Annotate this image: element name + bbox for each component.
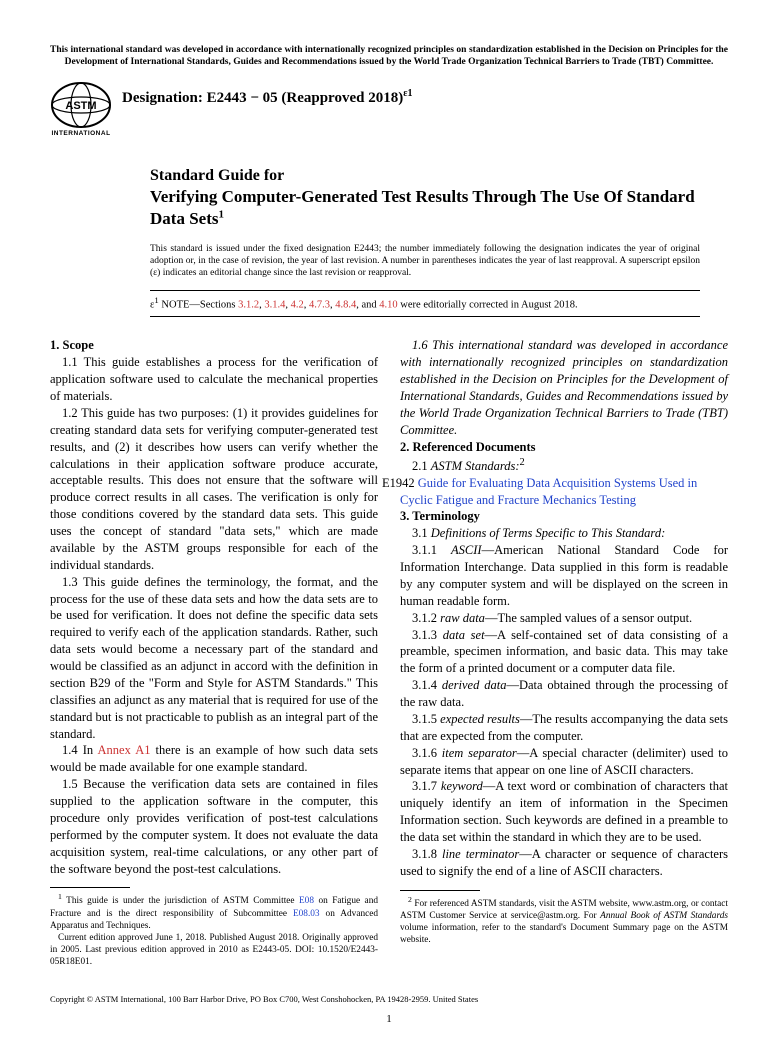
title-main-text: Verifying Computer-Generated Test Result… — [150, 187, 695, 227]
footnote-1b: Current edition approved June 1, 2018. P… — [50, 932, 378, 968]
s2-1b: ASTM Standards: — [431, 459, 520, 473]
eps-links: 3.1.2, 3.1.4, 4.2, 4.7.3, 4.8.4 — [238, 299, 356, 310]
header-row: ASTM INTERNATIONAL Designation: E2443 − … — [50, 81, 728, 137]
footnote-rule-1 — [50, 887, 130, 888]
para-1-2: 1.2 This guide has two purposes: (1) it … — [50, 405, 378, 574]
para-3-1: 3.1 Definitions of Terms Specific to Thi… — [400, 525, 728, 542]
fn1-link1[interactable]: E08 — [299, 897, 314, 907]
eps-tail: were editorially corrected in August 201… — [398, 299, 578, 310]
title-pre: Standard Guide for — [150, 165, 728, 187]
t314a: 3.1.4 — [412, 678, 442, 692]
page-number: 1 — [50, 1012, 728, 1027]
t312term: raw data — [440, 611, 485, 625]
eps-and: , and — [356, 299, 379, 310]
title-main: Verifying Computer-Generated Test Result… — [150, 186, 728, 229]
s2-1a: 2.1 — [412, 459, 431, 473]
section-1-head: 1. Scope — [50, 337, 378, 354]
designation-text: Designation: E2443 − 05 (Reapproved 2018… — [122, 90, 403, 106]
para-1-5: 1.5 Because the verification data sets a… — [50, 776, 378, 877]
eps-link[interactable]: 3.1.4 — [264, 299, 285, 310]
eps-link[interactable]: 4.2 — [291, 299, 304, 310]
term-3-1-2: 3.1.2 raw data—The sampled values of a s… — [400, 610, 728, 627]
t312b: —The sampled values of a sensor output. — [485, 611, 692, 625]
t313term: data set — [443, 628, 485, 642]
fn1-link2[interactable]: E08.03 — [293, 909, 320, 919]
eps-lead: NOTE—Sections — [159, 299, 238, 310]
ref-code: E1942 — [382, 476, 418, 490]
term-3-1-4: 3.1.4 derived data—Data obtained through… — [400, 677, 728, 711]
eps-link[interactable]: 3.1.2 — [238, 299, 259, 310]
footnote-2: 2 For referenced ASTM standards, visit t… — [400, 895, 728, 946]
issuance-note: This standard is issued under the fixed … — [150, 243, 700, 280]
para-2-1: 2.1 ASTM Standards:2 — [400, 456, 728, 475]
ref-title-link[interactable]: Guide for Evaluating Data Acquisition Sy… — [400, 476, 697, 507]
t318a: 3.1.8 — [412, 847, 442, 861]
section-3-head: 3. Terminology — [400, 508, 728, 525]
astm-logo-icon: ASTM INTERNATIONAL — [50, 81, 112, 137]
t311a: 3.1.1 — [412, 543, 451, 557]
t316term: item separator — [442, 746, 517, 760]
para-1-3: 1.3 This guide defines the terminology, … — [50, 574, 378, 743]
section-2-head: 2. Referenced Documents — [400, 439, 728, 456]
term-3-1-8: 3.1.8 line terminator—A character or seq… — [400, 846, 728, 880]
term-3-1-5: 3.1.5 expected results—The results accom… — [400, 711, 728, 745]
fn2b: Annual Book of ASTM Standards — [600, 911, 728, 921]
fn2c: volume information, refer to the standar… — [400, 923, 728, 945]
s2-1sup: 2 — [520, 457, 525, 468]
title-sup: 1 — [218, 208, 224, 220]
t317a: 3.1.7 — [412, 779, 441, 793]
para-1-4: 1.4 In Annex A1 there is an example of h… — [50, 742, 378, 776]
svg-text:INTERNATIONAL: INTERNATIONAL — [51, 130, 110, 137]
t316a: 3.1.6 — [412, 746, 442, 760]
svg-text:ASTM: ASTM — [65, 100, 96, 112]
term-3-1-3: 3.1.3 data set—A self-contained set of d… — [400, 627, 728, 678]
title-block: Standard Guide for Verifying Computer-Ge… — [150, 165, 728, 229]
t312a: 3.1.2 — [412, 611, 440, 625]
s3-1b: Definitions of Terms Specific to This St… — [431, 526, 666, 540]
t311term: ASCII — [451, 543, 482, 557]
t318term: line terminator — [442, 847, 519, 861]
ref-e1942: E1942 Guide for Evaluating Data Acquisit… — [400, 475, 728, 509]
t314term: derived data — [442, 678, 507, 692]
footnote-rule-2 — [400, 890, 480, 891]
para-1-1: 1.1 This guide establishes a process for… — [50, 354, 378, 405]
annex-link[interactable]: Annex A1 — [98, 743, 151, 757]
top-notice: This international standard was develope… — [50, 44, 728, 69]
t313a: 3.1.3 — [412, 628, 443, 642]
s3-1a: 3.1 — [412, 526, 431, 540]
para-1-6: 1.6 This international standard was deve… — [400, 337, 728, 438]
eps-link[interactable]: 4.7.3 — [309, 299, 330, 310]
para-1-4a: 1.4 In — [62, 743, 98, 757]
copyright-line: Copyright © ASTM International, 100 Barr… — [50, 994, 728, 1005]
epsilon-note: ε1 NOTE—Sections 3.1.2, 3.1.4, 4.2, 4.7.… — [150, 290, 700, 318]
term-3-1-7: 3.1.7 keyword—A text word or combination… — [400, 778, 728, 846]
term-3-1-1: 3.1.1 ASCII—American National Standard C… — [400, 542, 728, 610]
t315term: expected results — [440, 712, 520, 726]
designation: Designation: E2443 − 05 (Reapproved 2018… — [122, 81, 412, 108]
fn1a: This guide is under the jurisdiction of … — [62, 897, 299, 907]
eps-link[interactable]: 4.8.4 — [335, 299, 356, 310]
t317term: keyword — [441, 779, 483, 793]
body-columns: 1. Scope 1.1 This guide establishes a pr… — [50, 337, 728, 968]
designation-sup: ε1 — [403, 88, 412, 99]
eps-last-link[interactable]: 4.10 — [379, 299, 397, 310]
footnote-1: 1 This guide is under the jurisdiction o… — [50, 892, 378, 931]
t315a: 3.1.5 — [412, 712, 440, 726]
term-3-1-6: 3.1.6 item separator—A special character… — [400, 745, 728, 779]
